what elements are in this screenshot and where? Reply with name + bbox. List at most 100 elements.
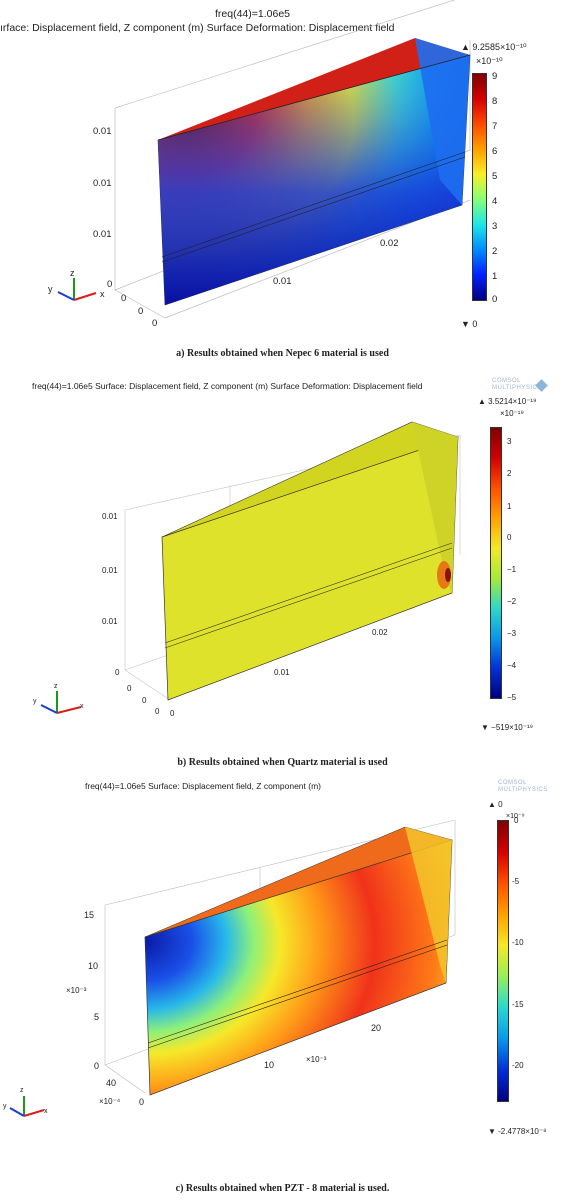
triad-y: y bbox=[3, 1103, 7, 1110]
colorbar-exponent: ×10⁻⁹ bbox=[506, 813, 525, 820]
triad-y: y bbox=[33, 698, 37, 705]
colorbar-tick: −5 bbox=[507, 693, 517, 702]
caption-b: b) Results obtained when Quartz material… bbox=[177, 757, 388, 768]
z-tick: 0 bbox=[107, 279, 113, 290]
colorbar-tick: 0 bbox=[514, 816, 519, 825]
y-tick: 0 bbox=[127, 684, 132, 693]
x-tick: 10 bbox=[264, 1060, 275, 1070]
y-tick: ×10⁻⁴ bbox=[99, 1097, 121, 1106]
colorbar-tick: 7 bbox=[492, 121, 498, 132]
y-tick: 0 bbox=[152, 318, 158, 329]
y-tick: 40 bbox=[106, 1078, 117, 1088]
plot-3d bbox=[104, 819, 456, 1096]
triad-x: x bbox=[100, 289, 105, 299]
colorbar-tick: 2 bbox=[492, 246, 498, 257]
plot-3d bbox=[114, 0, 471, 319]
triad-z: z bbox=[20, 1087, 24, 1094]
colorbar-tick: 3 bbox=[507, 437, 512, 446]
max-value: 9.2585×10⁻¹⁰ bbox=[472, 42, 527, 52]
y-tick: 0 bbox=[138, 306, 144, 317]
z-tick: 0.01 bbox=[93, 126, 112, 137]
colorbar-tick: −4 bbox=[507, 661, 517, 670]
colorbar-tick: 1 bbox=[507, 502, 512, 511]
z-tick: 0.01 bbox=[102, 566, 118, 575]
triad-x: x bbox=[44, 1108, 48, 1115]
logo-line: MULTIPHYSICS bbox=[498, 787, 548, 793]
x-tick: 0.01 bbox=[274, 668, 290, 677]
z-tick: 0.01 bbox=[93, 178, 112, 189]
colorbar-tick: 3 bbox=[492, 221, 498, 232]
colorbar-tick: −2 bbox=[507, 597, 517, 606]
max-value: 3.5214×10⁻¹⁹ bbox=[488, 397, 537, 406]
axis-triad bbox=[9, 1096, 45, 1117]
z-tick: ×10⁻³ bbox=[66, 986, 87, 995]
colorbar-tick: −1 bbox=[507, 565, 517, 574]
colorbar-exponent: ×10⁻¹⁹ bbox=[500, 409, 524, 418]
min-triangle-label: ▼ −519×10⁻¹⁹ bbox=[481, 723, 534, 732]
colorbar bbox=[472, 73, 487, 301]
colorbar bbox=[497, 820, 509, 1102]
colorbar-tick: -20 bbox=[512, 1061, 524, 1070]
logo-line: COMSOL bbox=[498, 780, 528, 786]
colorbar-exponent: ×10⁻¹⁰ bbox=[476, 56, 503, 66]
caption-c: c) Results obtained when PZT - 8 materia… bbox=[175, 1183, 390, 1194]
min-value: -2.4778×10⁻⁸ bbox=[498, 1127, 547, 1136]
z-tick: 0.01 bbox=[102, 617, 118, 626]
plot-title: freq(44)=1.06e5 Surface: Displacement fi… bbox=[85, 781, 321, 791]
colorbar-tick: 1 bbox=[492, 271, 498, 282]
colorbar-tick: 8 bbox=[492, 96, 498, 107]
min-value: 0 bbox=[472, 319, 478, 329]
colorbar bbox=[490, 427, 502, 699]
z-tick: 0.01 bbox=[102, 512, 118, 521]
max-triangle-label: ▲ 3.5214×10⁻¹⁹ bbox=[478, 397, 537, 406]
min-triangle-label: ▼ 0 bbox=[461, 319, 478, 329]
min-value: −519×10⁻¹⁹ bbox=[491, 723, 534, 732]
triad-y: y bbox=[48, 284, 53, 294]
x-tick: ×10⁻³ bbox=[306, 1055, 327, 1064]
freq-label: freq(44)=1.06e5 bbox=[215, 8, 291, 20]
plot-title: ırface: Displacement field, Z component … bbox=[0, 22, 395, 34]
triad-x: x bbox=[80, 703, 84, 710]
y-tick: 0 bbox=[142, 696, 147, 705]
max-value: 0 bbox=[498, 800, 503, 809]
triad-z: z bbox=[70, 268, 75, 278]
axis-triad bbox=[40, 691, 82, 714]
colorbar-tick: -15 bbox=[512, 1000, 524, 1009]
logo-line: MULTIPHYSICS bbox=[492, 385, 542, 391]
z-tick: 15 bbox=[84, 910, 95, 920]
colorbar-tick: -5 bbox=[512, 877, 520, 886]
colorbar-tick: 9 bbox=[492, 71, 498, 82]
plot-3d bbox=[124, 421, 461, 701]
x-tick: 0.01 bbox=[273, 276, 292, 287]
x-tick: 0.02 bbox=[372, 628, 388, 637]
y-tick: 0 bbox=[121, 293, 127, 304]
colorbar-tick: -10 bbox=[512, 938, 524, 947]
axis-triad bbox=[57, 278, 97, 301]
comsol-logo: COMSOL MULTIPHYSICS bbox=[498, 780, 548, 794]
colorbar-tick: 4 bbox=[492, 196, 498, 207]
comsol-logo: COMSOL MULTIPHYSICS bbox=[492, 378, 542, 392]
panel-b: freq(44)=1.06e5 Surface: Displacement fi… bbox=[0, 365, 565, 775]
y-tick: 0 bbox=[170, 709, 175, 718]
z-tick: 0 bbox=[94, 1061, 100, 1071]
colorbar-tick: 0 bbox=[492, 294, 498, 305]
min-triangle-label: ▼ -2.4778×10⁻⁸ bbox=[488, 1127, 547, 1136]
colorbar-tick: 0 bbox=[507, 533, 512, 542]
z-tick: 5 bbox=[94, 1012, 100, 1022]
x-tick: 20 bbox=[371, 1023, 382, 1033]
colorbar-tick: 5 bbox=[492, 171, 498, 182]
logo-line: COMSOL bbox=[492, 378, 522, 384]
z-tick: 0.01 bbox=[93, 229, 112, 240]
panel-c: freq(44)=1.06e5 Surface: Displacement fi… bbox=[0, 775, 565, 1201]
panel-a: freq(44)=1.06e5 ırface: Displacement fie… bbox=[0, 0, 565, 365]
max-triangle-label: ▲ 9.2585×10⁻¹⁰ bbox=[461, 42, 527, 52]
colorbar-tick: 2 bbox=[507, 469, 512, 478]
triad-z: z bbox=[54, 683, 58, 690]
colorbar-tick: −3 bbox=[507, 629, 517, 638]
caption-a: a) Results obtained when Nepec 6 materia… bbox=[176, 348, 389, 359]
z-tick: 0 bbox=[115, 668, 120, 677]
y-tick: 0 bbox=[139, 1097, 145, 1107]
plot-title: freq(44)=1.06e5 Surface: Displacement fi… bbox=[32, 381, 423, 391]
x-tick: 0.02 bbox=[380, 238, 399, 249]
y-tick: 0 bbox=[155, 707, 160, 716]
